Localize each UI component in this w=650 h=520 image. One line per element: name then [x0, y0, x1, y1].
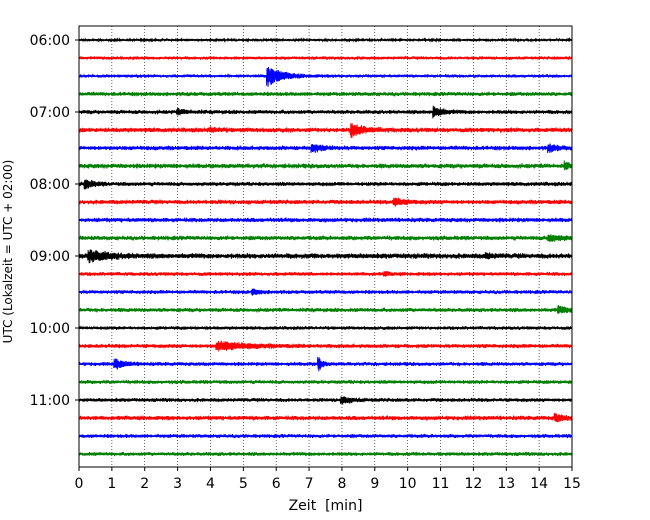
trace-row	[78, 234, 573, 242]
trace-row	[78, 66, 573, 87]
y-tick-label: 08:00	[30, 177, 70, 193]
y-axis-label: UTC (Lokalzeit = UTC + 02:00)	[1, 160, 15, 344]
x-tick-label: 5	[239, 476, 248, 492]
plot-frame	[78, 25, 573, 468]
x-tick-label: 3	[173, 476, 182, 492]
trace-row	[78, 412, 573, 423]
y-tick-label: 10:00	[30, 321, 70, 337]
trace-row	[78, 37, 573, 43]
x-tick-label: 8	[337, 476, 346, 492]
trace-row	[78, 305, 573, 314]
trace-row	[78, 451, 573, 457]
x-tick-label: 0	[75, 476, 84, 492]
x-tick-label: 9	[370, 476, 379, 492]
x-tick-label: 12	[464, 476, 482, 492]
y-tick-label: 09:00	[30, 249, 70, 265]
x-tick-label: 10	[399, 476, 417, 492]
trace-row	[78, 160, 573, 171]
trace-row	[78, 357, 573, 372]
x-tick-label: 4	[206, 476, 215, 492]
trace-row	[78, 379, 573, 385]
x-tick-label: 2	[140, 476, 149, 492]
trace-row	[78, 271, 573, 277]
seismogram-traces	[78, 37, 573, 457]
x-tick-label: 1	[107, 476, 116, 492]
x-tick-label: 7	[305, 476, 314, 492]
trace-row	[78, 143, 573, 153]
x-tick-label: 11	[432, 476, 450, 492]
y-tick-label: 06:00	[30, 33, 70, 49]
trace-row	[78, 340, 573, 352]
x-tick-label: 6	[272, 476, 281, 492]
x-tick-label: 15	[563, 476, 581, 492]
trace-row	[78, 325, 573, 331]
trace-row	[78, 123, 573, 138]
x-axis-ticks: 0 1 2 3 4 5 6 7 8 9 10 11 12 13 14 15	[75, 467, 581, 492]
x-axis-label: Zeit [min]	[289, 498, 363, 514]
y-tick-label: 11:00	[30, 393, 70, 409]
trace-row	[78, 105, 573, 119]
trace-row	[78, 217, 573, 223]
trace-row	[78, 433, 573, 439]
x-tick-label: 14	[530, 476, 548, 492]
x-tick-label: 13	[497, 476, 515, 492]
trace-row	[78, 288, 573, 296]
trace-row	[78, 249, 573, 264]
y-tick-label: 07:00	[30, 105, 70, 121]
trace-row	[78, 197, 573, 207]
y-axis-ticks: 06:00 07:00 08:00 09:00 10:00 11:00	[30, 33, 79, 409]
trace-row	[78, 396, 573, 405]
trace-row	[78, 55, 573, 61]
trace-row	[78, 179, 573, 190]
trace-row	[78, 91, 573, 97]
